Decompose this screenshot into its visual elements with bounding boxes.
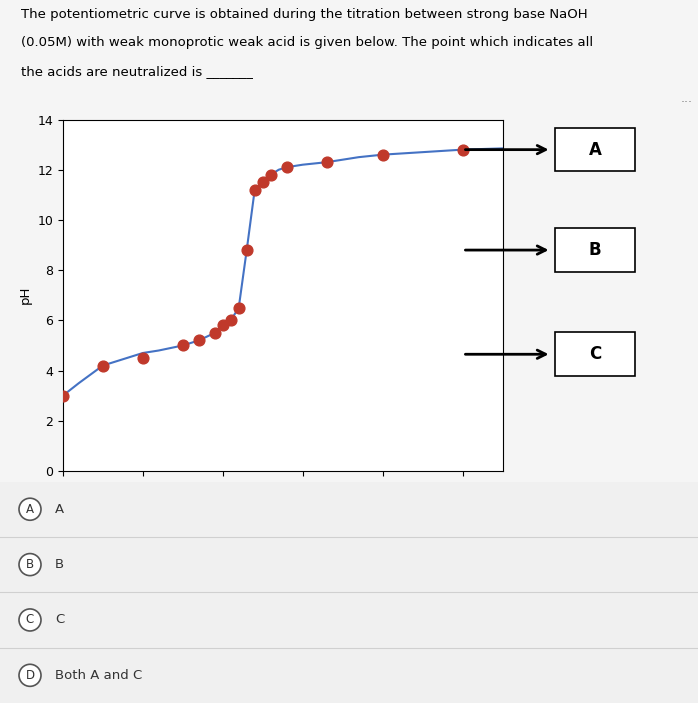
Text: The potentiometric curve is obtained during the titration between strong base Na: The potentiometric curve is obtained dur… bbox=[21, 8, 588, 21]
Text: C: C bbox=[55, 614, 64, 626]
Bar bbox=[0, 592, 698, 647]
Text: (0.05M) with weak monoprotic weak acid is given below. The point which indicates: (0.05M) with weak monoprotic weak acid i… bbox=[21, 37, 593, 49]
Point bbox=[209, 328, 221, 339]
Circle shape bbox=[19, 664, 41, 686]
Y-axis label: pH: pH bbox=[19, 286, 31, 304]
Point bbox=[249, 184, 260, 195]
Point bbox=[177, 340, 188, 351]
Point bbox=[193, 335, 205, 346]
Bar bbox=[0, 647, 698, 703]
X-axis label: Volume of NaOH (mL): Volume of NaOH (mL) bbox=[211, 499, 355, 512]
FancyBboxPatch shape bbox=[555, 228, 635, 272]
Text: A: A bbox=[55, 503, 64, 516]
Bar bbox=[0, 537, 698, 592]
Point bbox=[138, 352, 149, 363]
Bar bbox=[0, 482, 698, 537]
Point bbox=[265, 169, 276, 181]
Point bbox=[225, 315, 237, 326]
Text: C: C bbox=[26, 614, 34, 626]
Text: Both A and C: Both A and C bbox=[55, 669, 142, 682]
Point bbox=[57, 390, 68, 401]
Text: ...: ... bbox=[681, 92, 692, 105]
Point bbox=[241, 245, 252, 256]
Circle shape bbox=[19, 553, 41, 576]
Circle shape bbox=[19, 609, 41, 631]
Text: A: A bbox=[588, 141, 602, 159]
FancyBboxPatch shape bbox=[555, 128, 635, 172]
Point bbox=[377, 149, 388, 160]
Point bbox=[257, 176, 268, 188]
Point bbox=[217, 320, 228, 331]
Text: the acids are neutralized is _______: the acids are neutralized is _______ bbox=[21, 65, 253, 77]
Point bbox=[321, 157, 332, 168]
Circle shape bbox=[19, 498, 41, 520]
Point bbox=[457, 144, 468, 155]
Text: D: D bbox=[25, 669, 35, 682]
FancyBboxPatch shape bbox=[555, 333, 635, 376]
Point bbox=[233, 302, 244, 314]
Point bbox=[281, 162, 292, 173]
Text: B: B bbox=[588, 241, 602, 259]
Text: A: A bbox=[26, 503, 34, 516]
Text: B: B bbox=[26, 558, 34, 571]
Text: C: C bbox=[589, 345, 601, 363]
Text: B: B bbox=[55, 558, 64, 571]
Point bbox=[97, 360, 108, 371]
